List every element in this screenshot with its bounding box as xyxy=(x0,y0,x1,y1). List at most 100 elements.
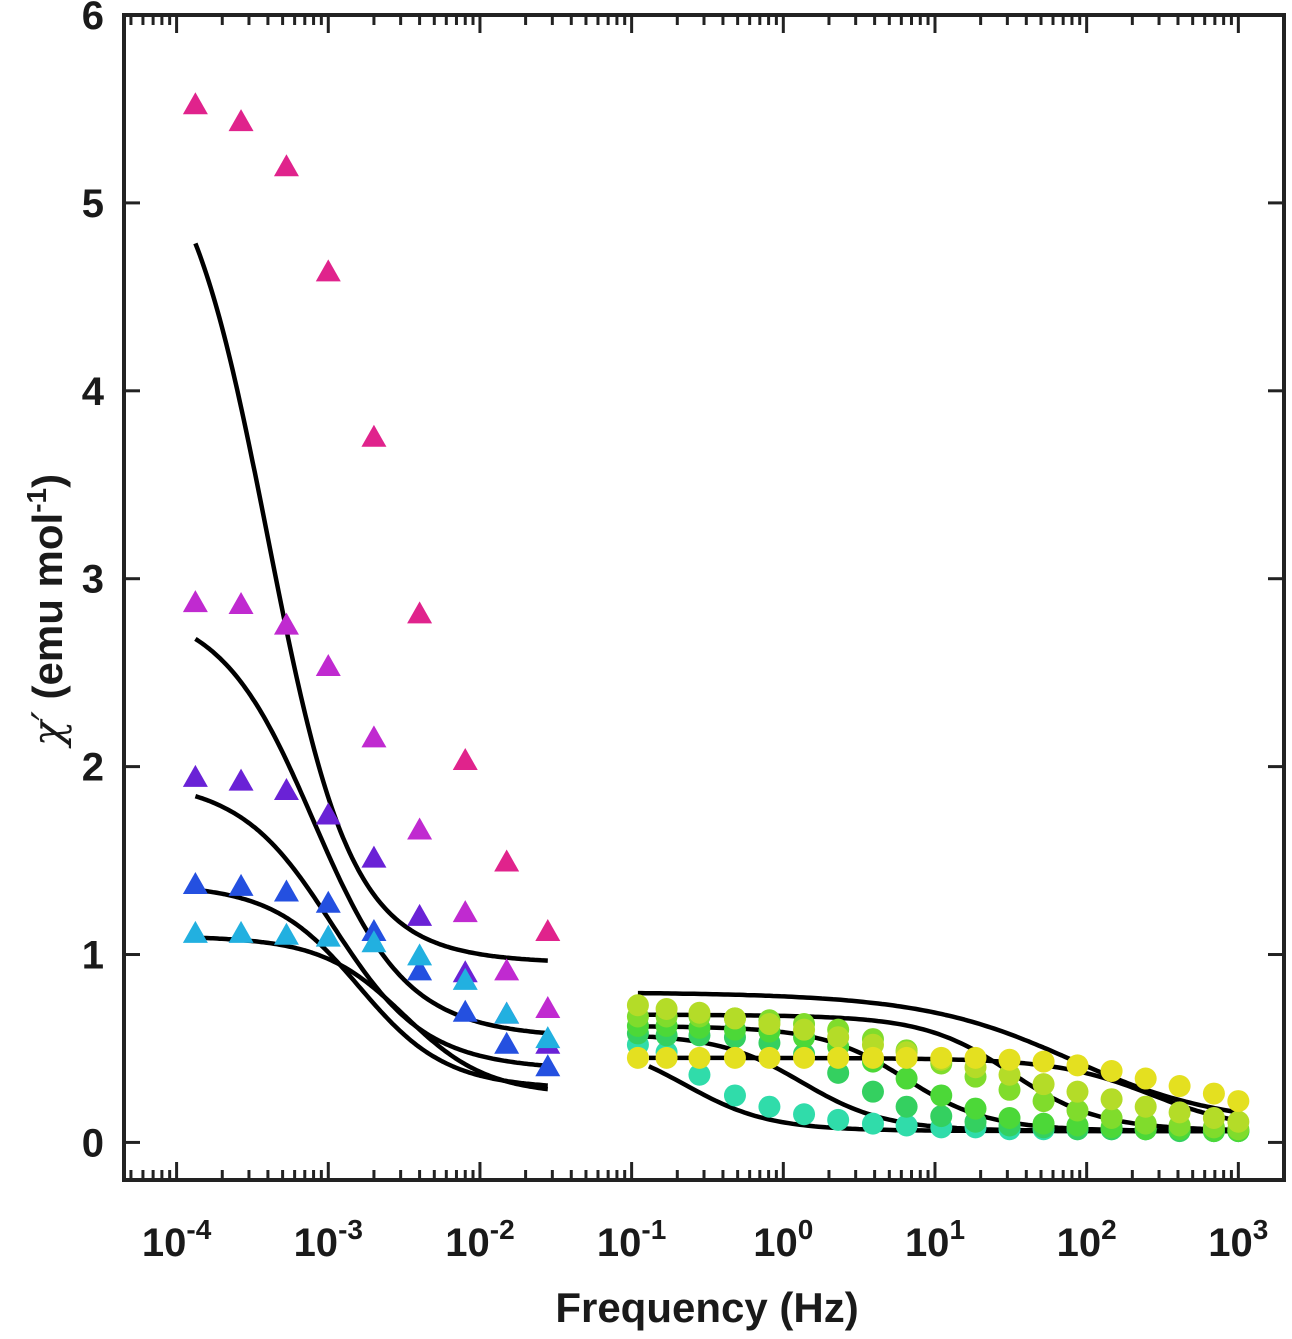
data-point-lf-2 xyxy=(494,958,520,981)
data-point-hf-6 xyxy=(1134,1067,1157,1090)
data-markers xyxy=(182,92,1250,1143)
x-tick-base: 10 xyxy=(597,1221,642,1265)
y-axis-title: χ′ (emu mol-1) xyxy=(21,474,72,749)
data-point-lf-2 xyxy=(315,654,341,677)
data-point-lf-5 xyxy=(535,1026,561,1049)
y-axis-unit-exponent: -1 xyxy=(21,488,52,513)
data-point-hf-6 xyxy=(1032,1050,1055,1073)
data-point-lf-4 xyxy=(494,1031,520,1054)
y-tick-label: 6 xyxy=(82,0,104,38)
data-point-lf-2 xyxy=(452,900,478,923)
data-point-lf-3 xyxy=(315,802,341,825)
data-point-hf-6 xyxy=(827,1046,850,1069)
data-point-hf-3 xyxy=(964,1097,987,1120)
fit-curve-lf-2 xyxy=(194,637,549,1036)
data-point-hf-4 xyxy=(998,1078,1021,1101)
y-tick-label: 4 xyxy=(82,370,105,414)
y-tick-label: 0 xyxy=(82,1121,104,1165)
data-point-lf-4 xyxy=(452,999,478,1022)
data-point-hf-6 xyxy=(626,1046,649,1069)
plot-frame xyxy=(122,13,1286,1182)
data-point-hf-6 xyxy=(998,1048,1021,1071)
data-point-hf-1 xyxy=(827,1108,850,1131)
x-tick-exponent: 0 xyxy=(798,1214,814,1245)
data-point-hf-5 xyxy=(793,1018,816,1041)
x-tick-base: 10 xyxy=(294,1221,339,1265)
x-tick-base: 10 xyxy=(445,1221,490,1265)
data-point-hf-5 xyxy=(1134,1095,1157,1118)
data-point-hf-5 xyxy=(723,1007,746,1030)
x-tick-exponent: -4 xyxy=(186,1214,211,1245)
x-tick-label: 101 xyxy=(905,1214,965,1265)
data-point-lf-3 xyxy=(407,903,433,926)
x-tick-exponent: -3 xyxy=(338,1214,363,1245)
data-point-hf-2 xyxy=(930,1105,953,1128)
data-point-hf-1 xyxy=(895,1114,918,1137)
data-point-lf-4 xyxy=(182,871,208,894)
x-tick-label: 10-2 xyxy=(445,1214,514,1265)
data-point-hf-5 xyxy=(1168,1101,1191,1124)
data-point-hf-5 xyxy=(655,998,678,1021)
data-point-hf-6 xyxy=(655,1046,678,1069)
y-tick-label: 5 xyxy=(82,182,104,226)
fit-curve-hf-5 xyxy=(637,990,1239,1115)
data-point-lf-1 xyxy=(452,747,478,770)
y-tick-label: 2 xyxy=(82,746,104,790)
data-point-hf-6 xyxy=(1066,1054,1089,1077)
data-point-hf-5 xyxy=(1066,1080,1089,1103)
data-point-hf-2 xyxy=(895,1095,918,1118)
x-tick-exponent: 2 xyxy=(1101,1214,1117,1245)
data-point-hf-6 xyxy=(758,1046,781,1069)
data-point-lf-3 xyxy=(182,764,208,787)
data-point-hf-4 xyxy=(1066,1099,1089,1122)
data-point-hf-5 xyxy=(1202,1106,1225,1129)
data-point-hf-5 xyxy=(1100,1088,1123,1111)
data-point-hf-6 xyxy=(1227,1090,1250,1113)
data-point-lf-4 xyxy=(535,1054,561,1077)
data-point-hf-6 xyxy=(1168,1075,1191,1098)
x-tick-exponent: 3 xyxy=(1253,1214,1269,1245)
data-point-hf-4 xyxy=(1134,1112,1157,1135)
data-point-hf-3 xyxy=(998,1106,1021,1129)
data-point-hf-1 xyxy=(688,1063,711,1086)
x-tick-exponent: -2 xyxy=(490,1214,515,1245)
data-point-hf-6 xyxy=(964,1046,987,1069)
data-point-lf-1 xyxy=(407,601,433,624)
x-tick-label: 10-4 xyxy=(142,1214,212,1265)
data-point-hf-6 xyxy=(1100,1060,1123,1083)
data-point-lf-4 xyxy=(228,873,254,896)
data-point-lf-5 xyxy=(361,930,387,953)
data-point-lf-3 xyxy=(273,778,299,801)
x-tick-label: 10-3 xyxy=(294,1214,363,1265)
data-point-hf-2 xyxy=(827,1061,850,1084)
data-point-lf-5 xyxy=(452,967,478,990)
data-point-hf-3 xyxy=(895,1067,918,1090)
x-tick-base: 10 xyxy=(753,1221,798,1265)
data-point-hf-6 xyxy=(793,1046,816,1069)
data-point-hf-1 xyxy=(861,1112,884,1135)
x-tick-label: 103 xyxy=(1208,1214,1268,1265)
data-point-hf-6 xyxy=(1202,1082,1225,1105)
data-point-lf-5 xyxy=(494,1001,520,1024)
data-point-lf-2 xyxy=(407,817,433,840)
data-point-lf-2 xyxy=(228,592,254,615)
data-point-lf-4 xyxy=(361,918,387,941)
data-point-hf-4 xyxy=(1100,1106,1123,1129)
x-tick-label: 10-1 xyxy=(597,1214,666,1265)
y-axis-symbol: χ xyxy=(23,718,72,749)
data-point-hf-6 xyxy=(930,1046,953,1069)
data-point-lf-2 xyxy=(182,590,208,613)
data-point-hf-5 xyxy=(827,1026,850,1049)
data-point-lf-5 xyxy=(182,920,208,943)
data-point-lf-1 xyxy=(228,109,254,132)
y-axis-prime: ′ xyxy=(23,711,72,721)
fit-curve-lf-3 xyxy=(194,794,549,1069)
data-point-lf-3 xyxy=(361,845,387,868)
x-tick-label: 102 xyxy=(1057,1214,1117,1265)
data-point-hf-5 xyxy=(758,1013,781,1036)
y-tick-label: 1 xyxy=(82,934,104,978)
data-point-lf-2 xyxy=(361,725,387,748)
data-point-hf-5 xyxy=(1032,1073,1055,1096)
